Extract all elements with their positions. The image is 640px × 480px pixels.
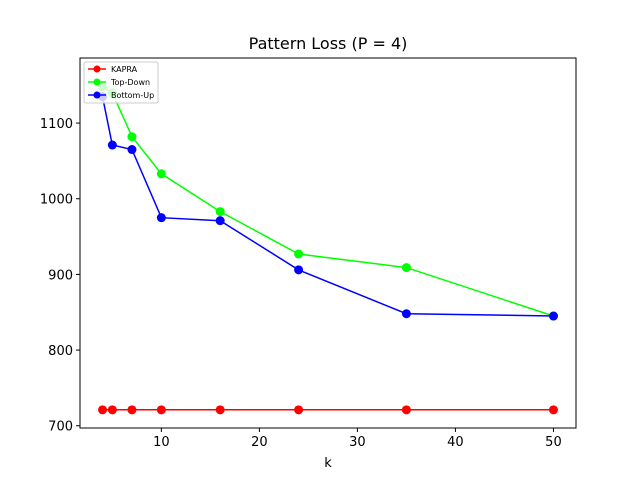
data-point-top-down xyxy=(401,263,411,273)
legend-label-top-down: Top-Down xyxy=(110,78,150,87)
x-tick-label: 30 xyxy=(349,435,366,450)
chart-title: Pattern Loss (P = 4) xyxy=(249,34,408,53)
data-point-kapra xyxy=(107,405,117,415)
data-point-top-down xyxy=(127,132,137,142)
x-tick-label: 40 xyxy=(447,435,464,450)
data-point-kapra xyxy=(215,405,225,415)
y-tick-label: 1100 xyxy=(40,117,73,132)
legend-marker-bottom-up xyxy=(93,91,101,99)
x-tick-label: 10 xyxy=(153,435,170,450)
data-point-top-down xyxy=(294,249,304,259)
data-point-bottom-up xyxy=(401,309,411,319)
legend-marker-kapra xyxy=(93,65,101,73)
y-tick-label: 700 xyxy=(48,420,73,435)
data-point-kapra xyxy=(127,405,137,415)
data-point-kapra xyxy=(98,405,108,415)
data-point-bottom-up xyxy=(107,140,117,150)
data-point-kapra xyxy=(156,405,166,415)
legend: KAPRA Top-Down Bottom-Up xyxy=(83,61,159,104)
legend-box xyxy=(83,61,159,104)
legend-marker-top-down xyxy=(93,78,101,86)
legend-label-bottom-up: Bottom-Up xyxy=(111,91,154,100)
legend-label-kapra: KAPRA xyxy=(111,65,138,74)
data-point-kapra xyxy=(548,405,558,415)
data-point-bottom-up xyxy=(127,145,137,155)
data-point-bottom-up xyxy=(294,265,304,275)
plot-frame xyxy=(79,57,577,429)
data-point-bottom-up xyxy=(215,216,225,226)
data-point-kapra xyxy=(401,405,411,415)
data-point-top-down xyxy=(156,169,166,179)
data-point-kapra xyxy=(294,405,304,415)
y-tick-label: 1000 xyxy=(40,193,73,208)
data-point-bottom-up xyxy=(548,311,558,321)
y-tick-label: 900 xyxy=(48,268,73,283)
tick-layer: 10 20 30 40 50 700 800 900 1000 1100 xyxy=(40,117,562,450)
data-point-bottom-up xyxy=(156,213,166,223)
x-tick-label: 50 xyxy=(545,435,562,450)
data-point-top-down xyxy=(215,207,225,217)
y-tick-label: 800 xyxy=(48,344,73,359)
x-axis-label: k xyxy=(324,456,332,471)
x-tick-label: 20 xyxy=(251,435,268,450)
